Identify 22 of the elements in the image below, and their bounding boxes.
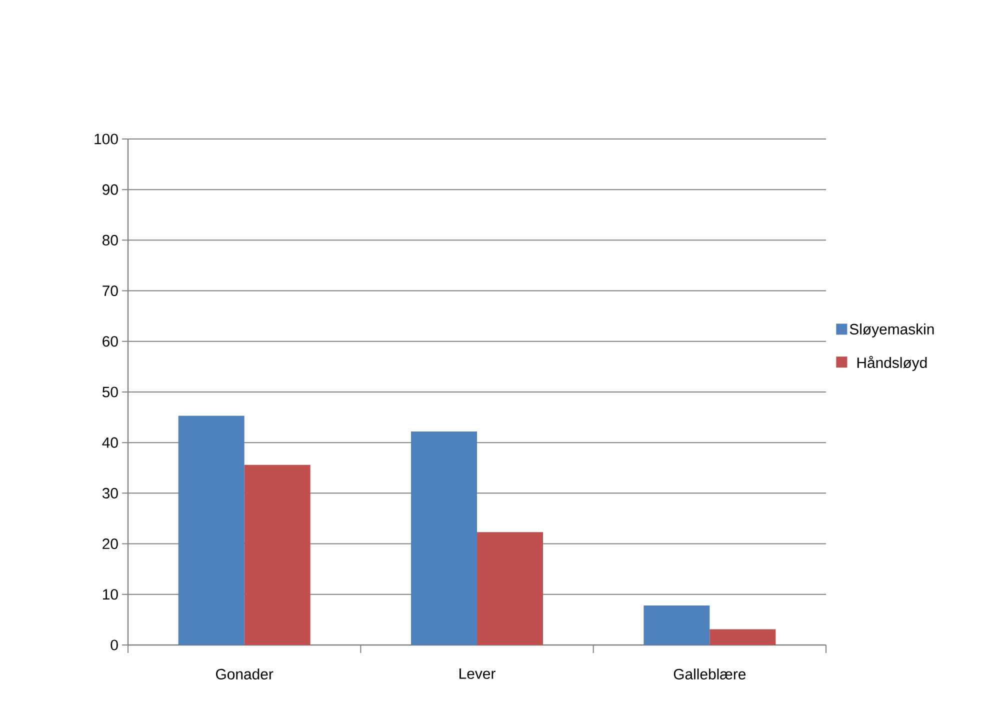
bar (477, 532, 544, 645)
y-tick-label: 0 (110, 640, 118, 650)
y-tick-label: 70 (102, 285, 118, 296)
y-tick-label: 60 (102, 336, 118, 347)
bar (244, 464, 310, 645)
y-tick-label: 90 (102, 184, 118, 195)
bar (644, 606, 710, 645)
x-tick-label: Galleblære (674, 668, 746, 680)
bar (178, 416, 244, 645)
y-tick-label: 80 (102, 234, 118, 246)
y-tick-label: 50 (102, 386, 118, 398)
y-tick-label: 20 (102, 538, 118, 550)
legend-label: Håndsløyd (857, 356, 927, 371)
y-tick-label: 40 (102, 437, 118, 448)
bar (710, 629, 776, 645)
legend-label: Sløyemaskin (850, 324, 934, 338)
x-tick-label: Gonader (216, 668, 274, 680)
y-tick-label: 10 (103, 589, 118, 600)
bar (411, 431, 478, 645)
x-tick-label: Lever (460, 668, 496, 679)
y-tick-label: 100 (94, 134, 118, 144)
y-tick-label: 30 (102, 488, 118, 498)
